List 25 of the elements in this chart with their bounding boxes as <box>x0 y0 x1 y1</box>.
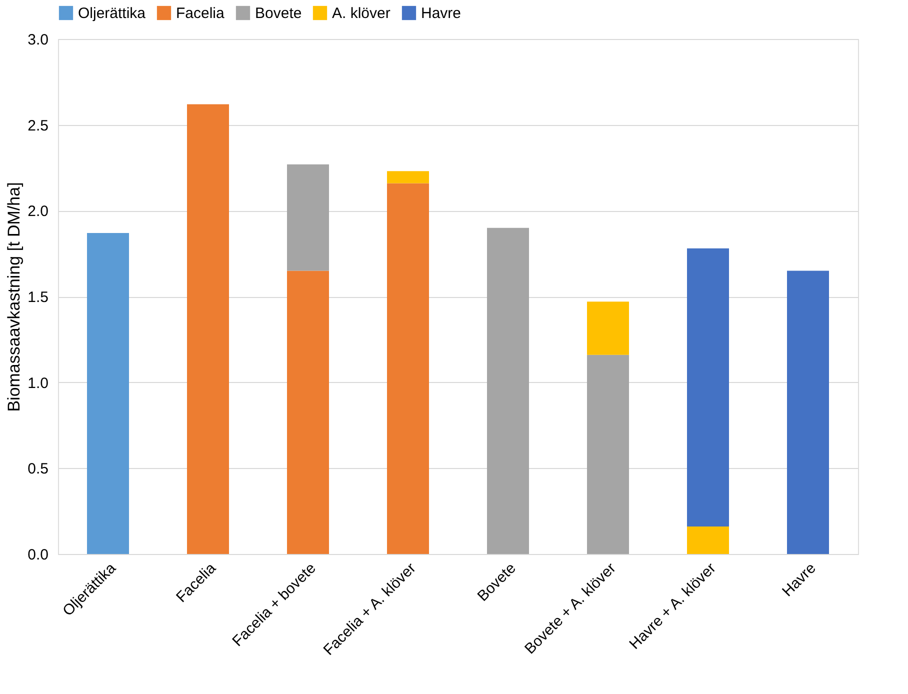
bar <box>287 164 329 271</box>
y-tick-label: 2.5 <box>28 117 48 134</box>
bar <box>587 354 629 554</box>
y-tick-label: 0.5 <box>28 460 48 478</box>
legend-label: Havre <box>421 5 462 22</box>
bar <box>87 232 129 554</box>
bar <box>387 183 429 554</box>
bar <box>687 526 729 554</box>
bar <box>687 248 729 527</box>
y-tick-label: 1.5 <box>28 289 48 306</box>
y-tick-label: 3.0 <box>28 32 48 48</box>
bar <box>287 270 329 554</box>
legend-label: Facelia <box>176 5 226 22</box>
legend-label: Oljerättika <box>78 5 146 22</box>
y-tick-label: 2.0 <box>28 203 48 220</box>
bar <box>787 270 829 554</box>
y-tick-label: 1.0 <box>28 374 48 392</box>
legend-label: A. klöver <box>332 5 390 22</box>
legend-label: Bovete <box>255 5 302 22</box>
bar <box>587 302 629 355</box>
y-tick-label: 0.0 <box>28 546 48 564</box>
y-axis-title: Biomassaavkastning [t DM/ha] <box>4 182 24 412</box>
bar <box>387 171 429 184</box>
bar <box>187 104 229 554</box>
bar <box>487 228 529 554</box>
